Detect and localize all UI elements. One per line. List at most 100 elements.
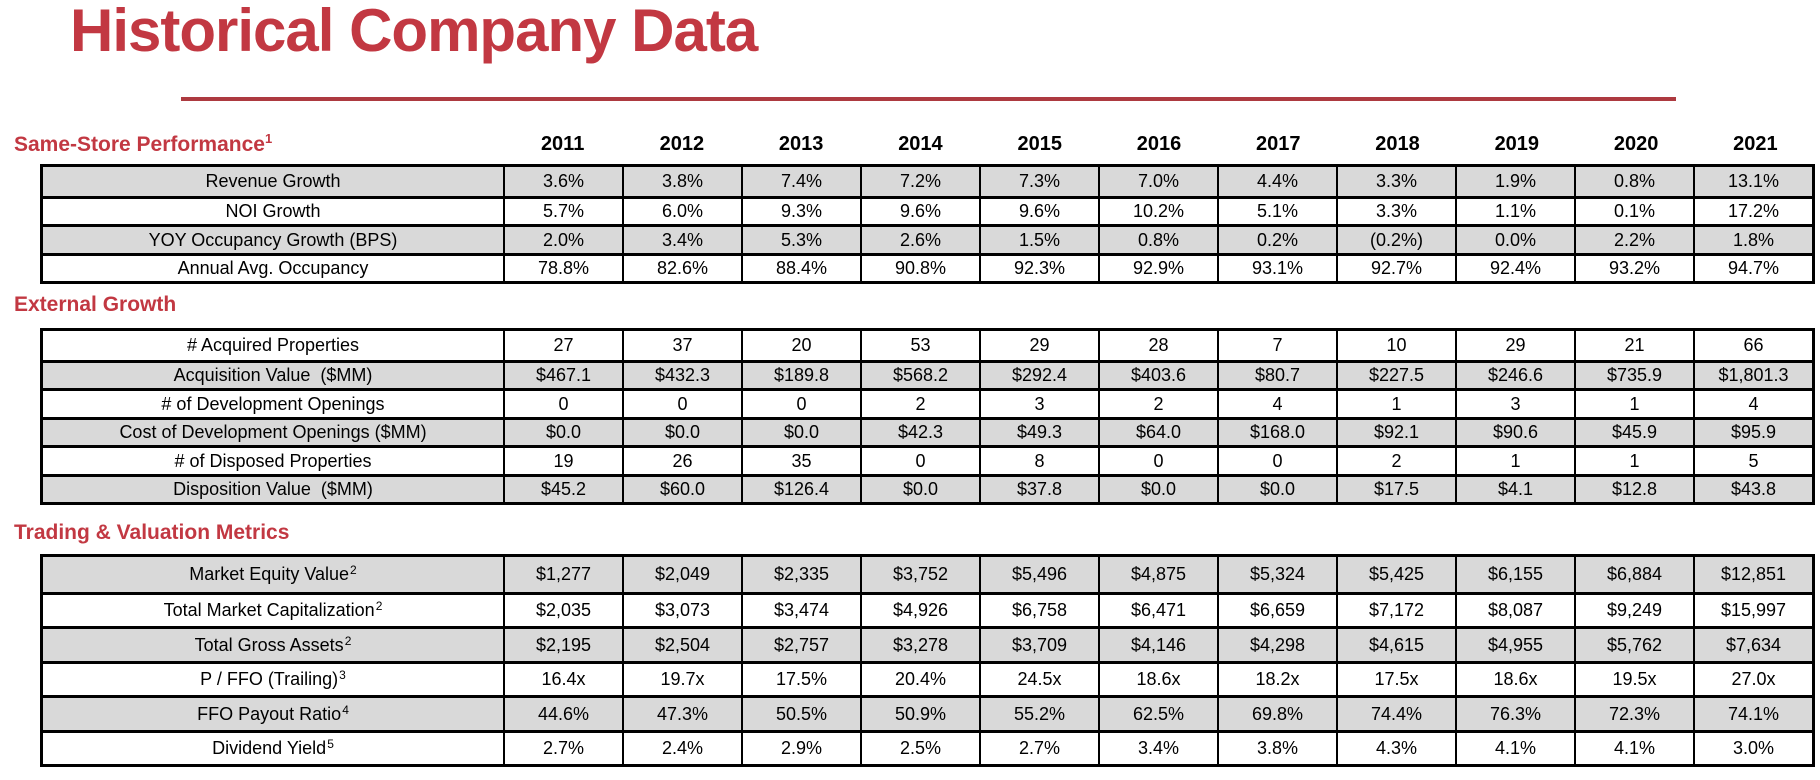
data-cell: $15,997 [1693, 594, 1812, 626]
data-cell: 9.6% [860, 198, 979, 224]
data-cell: 19.7x [622, 663, 741, 695]
data-cell: 19 [503, 448, 622, 474]
data-cell: 90.8% [860, 255, 979, 281]
year-column-header: 2015 [1017, 132, 1062, 155]
data-cell: 7.0% [1098, 167, 1217, 196]
data-cell: (0.2%) [1336, 227, 1455, 253]
year-column-header: 2012 [659, 132, 705, 155]
data-cell: $80.7 [1217, 362, 1336, 388]
table-row: # of Disposed Properties 19 26 35 0 8 0 0 2 1 1 5 [43, 445, 1812, 474]
footnote-marker: 5 [327, 737, 334, 752]
data-cell: 3.8% [622, 167, 741, 196]
table-row: P / FFO (Trailing) 3 16.4x 19.7x 17.5% 20.4%… [43, 660, 1812, 695]
data-cell: $95.9 [1693, 419, 1812, 445]
data-cell: $9,249 [1574, 594, 1693, 626]
data-cell: 3.4% [622, 227, 741, 253]
data-cell: 50.5% [741, 698, 860, 730]
year-column-header: 2019 [1494, 132, 1540, 155]
data-cell: 1.9% [1455, 167, 1574, 196]
data-cell: 92.4% [1455, 255, 1574, 281]
data-cell: $2,195 [503, 629, 622, 661]
data-cell: 1 [1574, 448, 1693, 474]
data-cell: 78.8% [503, 255, 622, 281]
data-cell: 55.2% [979, 698, 1098, 730]
row-label: Acquisition Value ($MM) [43, 363, 503, 389]
data-cell: 0 [503, 391, 622, 417]
row-label-text: Disposition Value ($MM) [173, 479, 373, 500]
data-cell: $168.0 [1217, 419, 1336, 445]
data-cell: 2.7% [503, 732, 622, 764]
data-cell: 18.2x [1217, 663, 1336, 695]
row-label-text: Dividend Yield [212, 738, 327, 759]
table-row: Dividend Yield 5 2.7% 2.4% 2.9% 2.5% 2.7% 3.4%… [43, 729, 1812, 764]
data-cell: $5,425 [1336, 557, 1455, 592]
data-cell: 4.1% [1455, 732, 1574, 764]
data-cell: 3.4% [1098, 732, 1217, 764]
data-cell: $90.6 [1455, 419, 1574, 445]
section-title-external-growth: External Growth [14, 293, 176, 317]
same-store-performance-table: Revenue Growth 3.6% 3.8% 7.4% 7.2% 7.3% 7.0% 4… [40, 164, 1815, 284]
data-cell: 76.3% [1455, 698, 1574, 730]
row-label: FFO Payout Ratio 4 [43, 698, 503, 730]
row-label: # of Disposed Properties [43, 448, 503, 474]
data-cell: 24.5x [979, 663, 1098, 695]
data-cell: 2.4% [622, 732, 741, 764]
data-cell: $0.0 [1217, 476, 1336, 502]
table-row: Acquisition Value ($MM) $467.1 $432.3 $189… [43, 359, 1812, 389]
data-cell: 94.7% [1693, 255, 1812, 281]
data-cell: $6,155 [1455, 557, 1574, 592]
data-cell: 10.2% [1098, 198, 1217, 224]
data-cell: 26 [622, 448, 741, 474]
data-cell: 72.3% [1574, 698, 1693, 730]
data-cell: 74.4% [1336, 698, 1455, 730]
data-cell: 21 [1574, 331, 1693, 360]
data-cell: $4,875 [1098, 557, 1217, 592]
row-label-text: NOI Growth [225, 201, 321, 222]
data-cell: 1 [1336, 391, 1455, 417]
data-cell: 7.4% [741, 167, 860, 196]
data-cell: 27 [503, 331, 622, 360]
data-cell: 50.9% [860, 698, 979, 730]
data-cell: 2 [860, 391, 979, 417]
row-label-text: # Acquired Properties [186, 335, 360, 356]
table-row: Market Equity Value 2 $1,277 $2,049 $2,335 $… [43, 557, 1812, 592]
data-cell: $2,049 [622, 557, 741, 592]
data-cell: 28 [1098, 331, 1217, 360]
year-column-header: 2013 [778, 132, 824, 155]
data-cell: 17.5% [741, 663, 860, 695]
row-label-text: Market Equity Value [189, 564, 350, 585]
data-cell: $3,709 [979, 629, 1098, 661]
row-label: NOI Growth [43, 199, 503, 225]
data-cell: 2.7% [979, 732, 1098, 764]
data-cell: 92.9% [1098, 255, 1217, 281]
row-label: Revenue Growth [43, 167, 503, 196]
section-title-text: Trading & Valuation Metrics [14, 521, 290, 544]
data-cell: $467.1 [503, 362, 622, 388]
data-cell: $126.4 [741, 476, 860, 502]
data-cell: 27.0x [1693, 663, 1812, 695]
row-label: Annual Avg. Occupancy [43, 256, 503, 282]
data-cell: 5.7% [503, 198, 622, 224]
data-cell: $7,172 [1336, 594, 1455, 626]
data-cell: 62.5% [1098, 698, 1217, 730]
data-cell: 7.3% [979, 167, 1098, 196]
row-label: Market Equity Value 2 [43, 557, 503, 592]
trading-valuation-metrics-table: Market Equity Value 2 $1,277 $2,049 $2,335 $… [40, 554, 1815, 767]
data-cell: $0.0 [741, 419, 860, 445]
row-label-text: Cost of Development Openings ($MM) [119, 422, 427, 443]
table-row: Total Gross Assets 2 $2,195 $2,504 $2,757 $3… [43, 626, 1812, 661]
data-cell: 2.5% [860, 732, 979, 764]
footnote-marker: 3 [339, 668, 346, 683]
data-cell: $45.2 [503, 476, 622, 502]
data-cell: 92.7% [1336, 255, 1455, 281]
table-row: # Acquired Properties 27 37 20 53 29 28 7 10 29 2… [43, 331, 1812, 360]
data-cell: 19.5x [1574, 663, 1693, 695]
year-column-header: 2011 [540, 132, 585, 155]
data-cell: 2.0% [503, 227, 622, 253]
row-label: Cost of Development Openings ($MM) [43, 420, 503, 446]
data-cell: 5 [1693, 448, 1812, 474]
data-cell: $37.8 [979, 476, 1098, 502]
footnote-marker: 1 [264, 131, 273, 146]
